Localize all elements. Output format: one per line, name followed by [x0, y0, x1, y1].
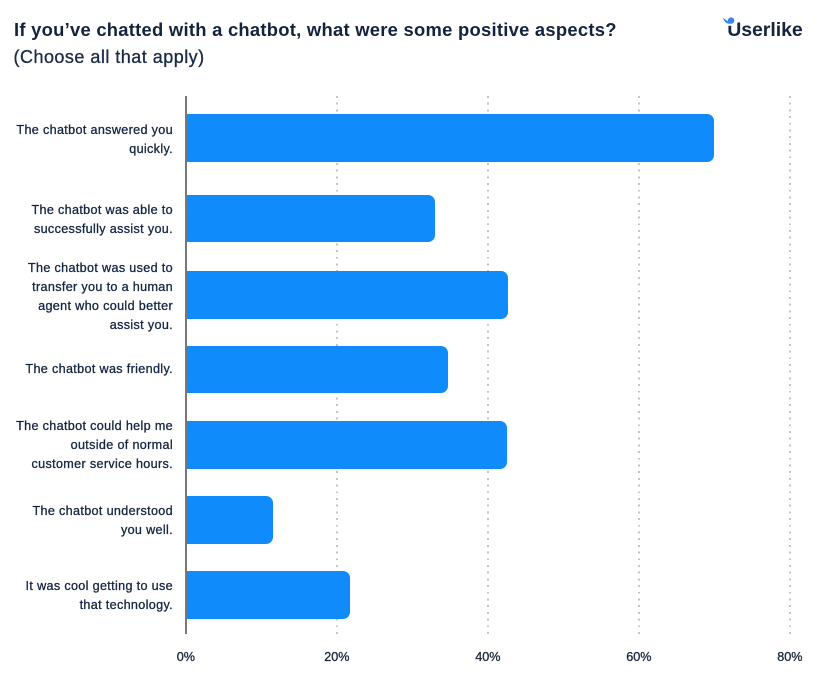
- svg-text:Userlike: Userlike: [727, 19, 803, 41]
